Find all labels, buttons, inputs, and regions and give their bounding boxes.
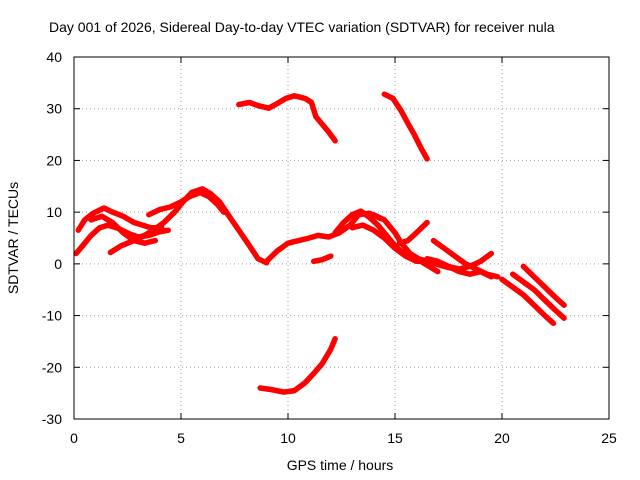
x-tick-label: 5: [177, 430, 185, 446]
grid: [74, 57, 609, 419]
series-arc-main-3: [107, 186, 270, 266]
axis-tick-labels: 0 5 10 15 20 25 -30 -20 -10 0 10 20 30 40: [42, 49, 617, 446]
series-arc-main-11: [396, 219, 430, 246]
axis-ticks: [73, 56, 610, 420]
x-tick-label: 25: [601, 430, 617, 446]
series-arc-main-16: [509, 271, 567, 321]
x-tick-label: 0: [70, 430, 78, 446]
x-tick-label: 15: [387, 430, 403, 446]
series-arc-main-7: [310, 253, 334, 265]
chart-title: Day 001 of 2026, Sidereal Day-to-day VTE…: [49, 19, 555, 35]
y-tick-label: 10: [46, 204, 62, 220]
series-arc-upper-a: [236, 93, 338, 144]
y-tick-label: -10: [42, 308, 62, 324]
series-arc-main-5: [88, 213, 159, 246]
series-arc-main-6: [263, 210, 383, 265]
y-tick-label: 40: [46, 49, 62, 65]
y-tick-label: -30: [42, 411, 62, 427]
y-tick-label: -20: [42, 359, 62, 375]
x-tick-label: 20: [494, 430, 510, 446]
series-arc-main-15: [499, 276, 557, 327]
x-axis-label: GPS time / hours: [287, 457, 394, 473]
x-tick-label: 10: [280, 430, 296, 446]
y-axis-label: SDTVAR / TECUs: [5, 182, 21, 294]
series-arc-main-4: [146, 189, 227, 218]
y-tick-label: 20: [46, 152, 62, 168]
series-arc-main-14: [445, 263, 495, 280]
series-arc-upper-b: [381, 91, 430, 162]
series-arc-lower: [257, 336, 338, 395]
y-tick-label: 30: [46, 101, 62, 117]
plot-frame: [73, 56, 610, 420]
y-tick-label: 0: [54, 256, 62, 272]
series-arc-main-17: [520, 263, 567, 308]
series-layer: [73, 91, 567, 395]
series-arc-main-1: [75, 205, 165, 233]
